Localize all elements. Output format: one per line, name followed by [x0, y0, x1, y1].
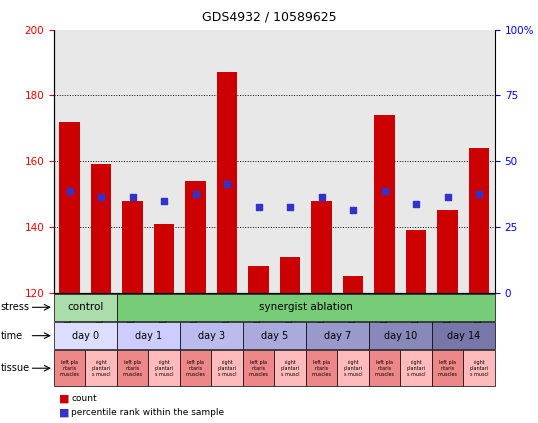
- Point: [349, 207, 357, 214]
- Text: ■: ■: [59, 407, 70, 418]
- Point: [286, 204, 294, 211]
- Bar: [343, 276, 363, 293]
- Bar: [217, 72, 237, 293]
- Text: day 7: day 7: [324, 331, 351, 341]
- Point: [97, 194, 105, 201]
- Text: left pla
ntaris
muscles: left pla ntaris muscles: [312, 360, 331, 376]
- Text: right
plantari
s muscl: right plantari s muscl: [217, 360, 237, 376]
- Bar: [437, 211, 458, 293]
- Text: right
plantari
s muscl: right plantari s muscl: [154, 360, 174, 376]
- Point: [443, 194, 452, 201]
- Text: GDS4932 / 10589625: GDS4932 / 10589625: [202, 11, 336, 24]
- Bar: [374, 115, 395, 293]
- Point: [128, 194, 137, 201]
- Text: day 1: day 1: [135, 331, 162, 341]
- Text: day 14: day 14: [447, 331, 480, 341]
- Point: [254, 204, 263, 211]
- Point: [380, 187, 389, 194]
- Text: count: count: [71, 394, 97, 403]
- Text: left pla
ntaris
muscles: left pla ntaris muscles: [186, 360, 206, 376]
- Text: right
plantari
s muscl: right plantari s muscl: [281, 360, 300, 376]
- Text: time: time: [1, 331, 23, 341]
- Point: [223, 181, 231, 187]
- Point: [160, 197, 168, 204]
- Text: day 5: day 5: [261, 331, 288, 341]
- Bar: [469, 148, 490, 293]
- Text: ■: ■: [59, 393, 70, 403]
- Bar: [59, 122, 80, 293]
- Bar: [249, 266, 269, 293]
- Text: left pla
ntaris
muscles: left pla ntaris muscles: [374, 360, 395, 376]
- Text: left pla
ntaris
muscles: left pla ntaris muscles: [60, 360, 80, 376]
- Bar: [122, 201, 143, 293]
- Point: [475, 191, 484, 198]
- Text: left pla
ntaris
muscles: left pla ntaris muscles: [123, 360, 143, 376]
- Bar: [312, 201, 332, 293]
- Text: left pla
ntaris
muscles: left pla ntaris muscles: [438, 360, 458, 376]
- Point: [65, 187, 74, 194]
- Point: [192, 191, 200, 198]
- Point: [317, 194, 326, 201]
- Bar: [406, 230, 427, 293]
- Text: left pla
ntaris
muscles: left pla ntaris muscles: [249, 360, 268, 376]
- Text: right
plantari
s muscl: right plantari s muscl: [344, 360, 363, 376]
- Bar: [154, 224, 174, 293]
- Bar: [186, 181, 206, 293]
- Bar: [91, 165, 111, 293]
- Text: right
plantari
s muscl: right plantari s muscl: [91, 360, 111, 376]
- Text: day 0: day 0: [72, 331, 99, 341]
- Text: control: control: [67, 302, 103, 312]
- Text: percentile rank within the sample: percentile rank within the sample: [71, 408, 224, 417]
- Text: right
plantari
s muscl: right plantari s muscl: [470, 360, 489, 376]
- Text: stress: stress: [1, 302, 30, 312]
- Text: tissue: tissue: [1, 363, 30, 373]
- Bar: [280, 256, 300, 293]
- Text: right
plantari
s muscl: right plantari s muscl: [407, 360, 426, 376]
- Point: [412, 201, 421, 207]
- Text: day 10: day 10: [384, 331, 417, 341]
- Text: synergist ablation: synergist ablation: [259, 302, 353, 312]
- Text: day 3: day 3: [198, 331, 225, 341]
